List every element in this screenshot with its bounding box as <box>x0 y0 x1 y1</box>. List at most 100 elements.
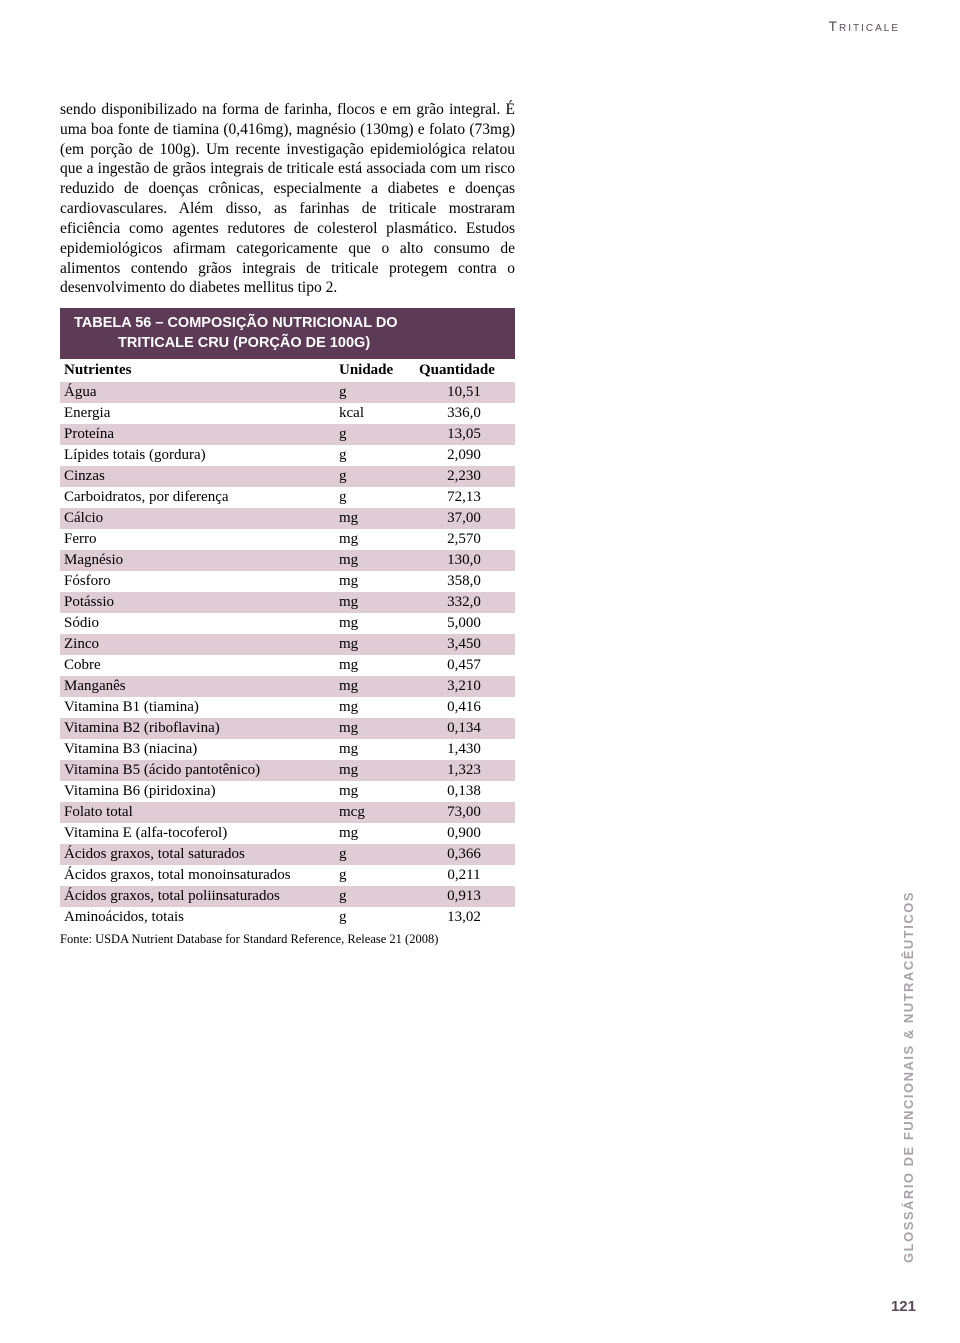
cell-nutrient: Vitamina B5 (ácido pantotênico) <box>60 760 335 781</box>
cell-unit: mg <box>335 529 415 550</box>
table-row: Aminoácidos, totaisg13,02 <box>60 907 515 928</box>
cell-unit: g <box>335 445 415 466</box>
page-header: Triticale <box>828 18 900 34</box>
cell-qty: 130,0 <box>415 550 515 571</box>
cell-nutrient: Potássio <box>60 592 335 613</box>
cell-nutrient: Aminoácidos, totais <box>60 907 335 928</box>
cell-unit: mg <box>335 571 415 592</box>
cell-qty: 1,430 <box>415 739 515 760</box>
cell-unit: mcg <box>335 802 415 823</box>
table-row: Ácidos graxos, total saturadosg0,366 <box>60 844 515 865</box>
cell-unit: mg <box>335 592 415 613</box>
table-row: Cobremg0,457 <box>60 655 515 676</box>
cell-unit: mg <box>335 781 415 802</box>
cell-unit: g <box>335 907 415 928</box>
cell-unit: mg <box>335 718 415 739</box>
cell-unit: mg <box>335 676 415 697</box>
table-row: Vitamina B6 (piridoxina)mg0,138 <box>60 781 515 802</box>
cell-qty: 13,05 <box>415 424 515 445</box>
cell-unit: mg <box>335 508 415 529</box>
cell-nutrient: Proteína <box>60 424 335 445</box>
cell-nutrient: Sódio <box>60 613 335 634</box>
table-row: Vitamina B1 (tiamina)mg0,416 <box>60 697 515 718</box>
cell-qty: 0,416 <box>415 697 515 718</box>
cell-nutrient: Água <box>60 382 335 403</box>
table-row: Ácidos graxos, total poliinsaturadosg0,9… <box>60 886 515 907</box>
cell-unit: mg <box>335 550 415 571</box>
cell-unit: kcal <box>335 403 415 424</box>
table-row: Cinzasg2,230 <box>60 466 515 487</box>
cell-nutrient: Vitamina B6 (piridoxina) <box>60 781 335 802</box>
cell-nutrient: Vitamina B2 (riboflavina) <box>60 718 335 739</box>
table-title: TABELA 56 – COMPOSIÇÃO NUTRICIONAL DO TR… <box>60 308 515 359</box>
nutrition-table-container: TABELA 56 – COMPOSIÇÃO NUTRICIONAL DO TR… <box>60 308 515 947</box>
cell-unit: mg <box>335 823 415 844</box>
nutrition-table: Nutrientes Unidade Quantidade Águag10,51… <box>60 359 515 928</box>
cell-nutrient: Zinco <box>60 634 335 655</box>
cell-qty: 72,13 <box>415 487 515 508</box>
col-header-unit: Unidade <box>335 359 415 382</box>
table-title-line2: TRITICALE CRU (PORÇÃO DE 100G) <box>74 334 505 354</box>
cell-qty: 0,134 <box>415 718 515 739</box>
cell-unit: mg <box>335 613 415 634</box>
side-section-label: GLOSSÁRIO DE FUNCIONAIS & NUTRACÊUTICOS <box>901 891 916 1263</box>
body-paragraph: sendo disponibilizado na forma de farinh… <box>60 100 515 298</box>
table-row: Cálciomg37,00 <box>60 508 515 529</box>
cell-nutrient: Ferro <box>60 529 335 550</box>
table-row: Zincomg3,450 <box>60 634 515 655</box>
cell-nutrient: Vitamina B1 (tiamina) <box>60 697 335 718</box>
cell-unit: g <box>335 466 415 487</box>
col-header-qty: Quantidade <box>415 359 515 382</box>
cell-nutrient: Manganês <box>60 676 335 697</box>
cell-unit: g <box>335 865 415 886</box>
cell-nutrient: Lípides totais (gordura) <box>60 445 335 466</box>
page-number: 121 <box>891 1298 916 1315</box>
cell-unit: mg <box>335 634 415 655</box>
cell-qty: 332,0 <box>415 592 515 613</box>
table-source: Fonte: USDA Nutrient Database for Standa… <box>60 932 515 947</box>
cell-qty: 1,323 <box>415 760 515 781</box>
cell-nutrient: Vitamina E (alfa-tocoferol) <box>60 823 335 844</box>
cell-nutrient: Vitamina B3 (niacina) <box>60 739 335 760</box>
cell-qty: 0,900 <box>415 823 515 844</box>
cell-qty: 0,366 <box>415 844 515 865</box>
table-row: Vitamina E (alfa-tocoferol)mg0,900 <box>60 823 515 844</box>
cell-qty: 0,138 <box>415 781 515 802</box>
table-row: Vitamina B2 (riboflavina)mg0,134 <box>60 718 515 739</box>
table-row: Ácidos graxos, total monoinsaturadosg0,2… <box>60 865 515 886</box>
table-row: Vitamina B5 (ácido pantotênico)mg1,323 <box>60 760 515 781</box>
table-row: Vitamina B3 (niacina)mg1,430 <box>60 739 515 760</box>
main-content: sendo disponibilizado na forma de farinh… <box>60 100 515 947</box>
cell-qty: 3,210 <box>415 676 515 697</box>
col-header-nutrients: Nutrientes <box>60 359 335 382</box>
cell-qty: 0,913 <box>415 886 515 907</box>
cell-qty: 5,000 <box>415 613 515 634</box>
cell-qty: 13,02 <box>415 907 515 928</box>
cell-unit: mg <box>335 697 415 718</box>
cell-qty: 3,450 <box>415 634 515 655</box>
table-row: Sódiomg5,000 <box>60 613 515 634</box>
cell-nutrient: Carboidratos, por diferença <box>60 487 335 508</box>
table-row: Fósforomg358,0 <box>60 571 515 592</box>
table-row: Águag10,51 <box>60 382 515 403</box>
table-row: Manganêsmg3,210 <box>60 676 515 697</box>
cell-qty: 37,00 <box>415 508 515 529</box>
cell-unit: g <box>335 424 415 445</box>
table-row: Proteínag13,05 <box>60 424 515 445</box>
table-row: Folato totalmcg73,00 <box>60 802 515 823</box>
cell-qty: 2,570 <box>415 529 515 550</box>
cell-nutrient: Folato total <box>60 802 335 823</box>
cell-nutrient: Ácidos graxos, total saturados <box>60 844 335 865</box>
cell-nutrient: Cálcio <box>60 508 335 529</box>
table-title-line1: TABELA 56 – COMPOSIÇÃO NUTRICIONAL DO <box>74 314 505 334</box>
table-header-row: Nutrientes Unidade Quantidade <box>60 359 515 382</box>
cell-nutrient: Fósforo <box>60 571 335 592</box>
cell-nutrient: Energia <box>60 403 335 424</box>
cell-qty: 10,51 <box>415 382 515 403</box>
cell-nutrient: Cobre <box>60 655 335 676</box>
table-row: Energiakcal336,0 <box>60 403 515 424</box>
cell-nutrient: Ácidos graxos, total poliinsaturados <box>60 886 335 907</box>
table-row: Magnésiomg130,0 <box>60 550 515 571</box>
cell-unit: mg <box>335 760 415 781</box>
cell-qty: 0,457 <box>415 655 515 676</box>
